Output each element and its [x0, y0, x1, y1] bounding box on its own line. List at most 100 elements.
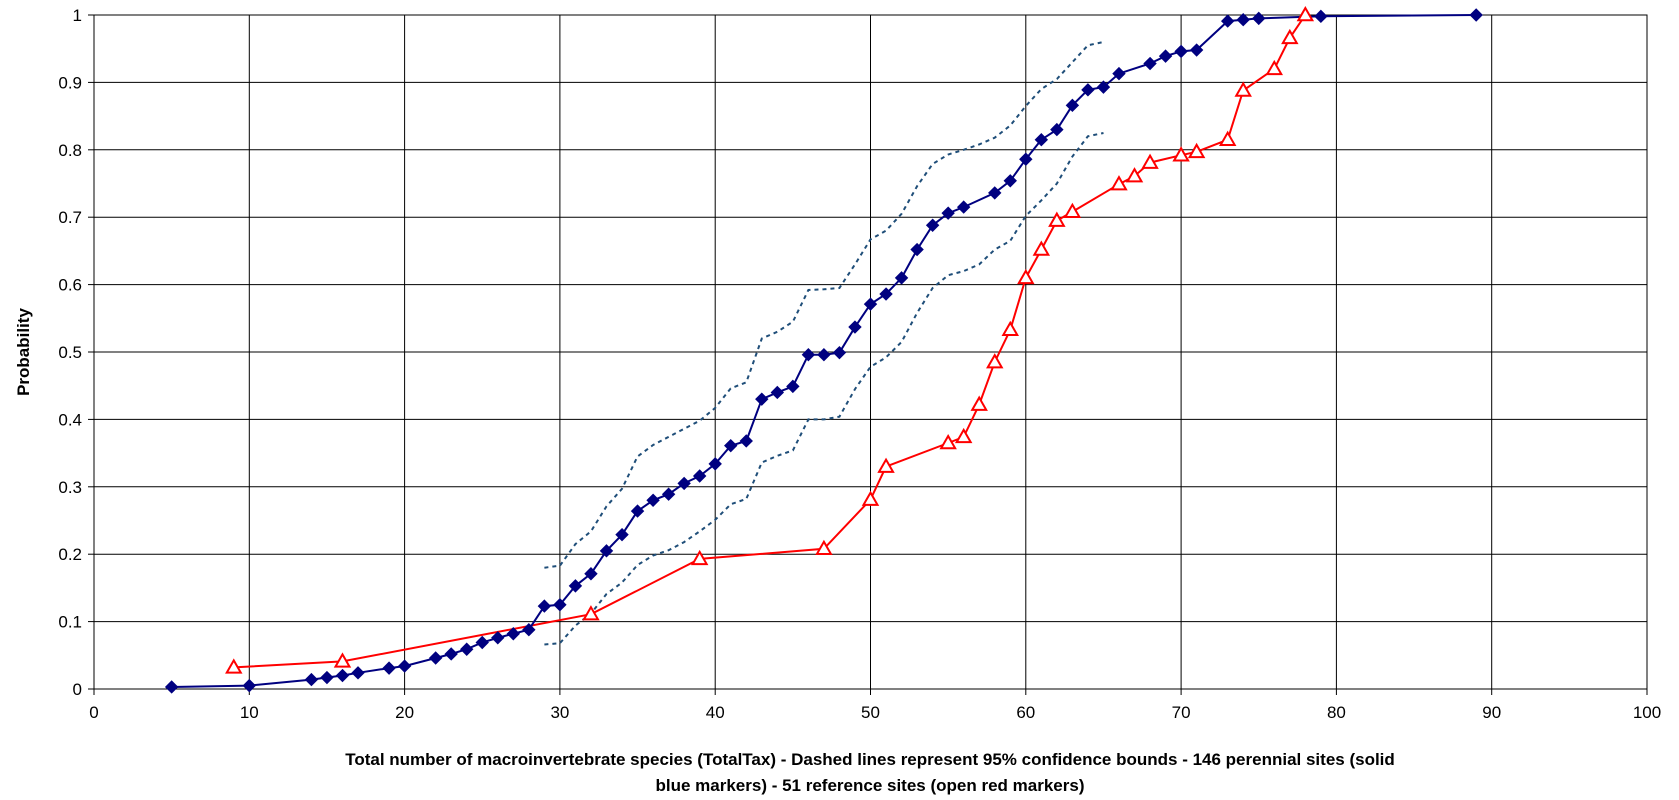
- perennial-site-marker: [506, 627, 521, 641]
- perennial-site-marker: [832, 345, 847, 360]
- perennial-site-marker: [1034, 132, 1049, 147]
- perennial-site-marker: [1003, 174, 1017, 188]
- x-axis-title-line-2: blue markers) - 51 reference sites (open…: [656, 776, 1085, 795]
- reference-site-marker: [861, 490, 880, 506]
- perennial-site-marker: [1096, 80, 1111, 94]
- reference-site-marker: [1001, 320, 1019, 337]
- perennial-site-marker: [1236, 13, 1250, 27]
- perennial-site-marker: [879, 287, 893, 301]
- y-tick-label: 0: [73, 680, 82, 699]
- perennial-site-marker: [1469, 8, 1483, 22]
- perennial-site-marker: [397, 659, 412, 673]
- perennial-site-marker: [910, 242, 924, 257]
- reference-site-marker: [225, 658, 243, 674]
- reference-site-marker: [1218, 130, 1237, 146]
- perennial-site-marker: [786, 379, 800, 394]
- x-tick-label: 40: [706, 703, 725, 722]
- perennial-site-marker: [817, 347, 831, 362]
- reference-site-marker: [1281, 28, 1299, 45]
- perennial-site-marker: [1081, 83, 1095, 97]
- reference-site-marker: [1265, 59, 1284, 76]
- x-tick-label: 80: [1327, 703, 1346, 722]
- perennial-site-marker: [677, 476, 691, 491]
- perennial-site-marker: [1112, 66, 1126, 81]
- reference-site-marker: [1017, 268, 1035, 285]
- reference-site-marker: [1125, 167, 1144, 183]
- x-axis-title-line-1: Total number of macroinvertebrate specie…: [345, 750, 1395, 769]
- perennial-site-marker: [646, 493, 660, 507]
- perennial-site-marker: [382, 661, 396, 675]
- perennial-site-marker: [941, 206, 955, 220]
- x-tick-label: 20: [395, 703, 414, 722]
- x-tick-label: 30: [550, 703, 569, 722]
- y-tick-label: 0.2: [58, 545, 82, 564]
- perennial-site-marker: [553, 598, 567, 612]
- reference-site-marker: [1234, 81, 1252, 97]
- x-tick-label: 0: [89, 703, 98, 722]
- reference-site-marker: [333, 652, 352, 668]
- reference-site-marker: [1063, 202, 1082, 219]
- reference-site-marker: [815, 539, 833, 556]
- perennial-site-marker: [770, 385, 785, 400]
- perennial-site-marker: [615, 527, 629, 542]
- reference-site-marker: [970, 395, 988, 411]
- reference-site-marker: [939, 433, 957, 450]
- perennial-site-marker: [164, 680, 179, 694]
- x-tick-label: 60: [1016, 703, 1035, 722]
- reference-site-marker: [690, 549, 709, 566]
- perennial-site-marker: [599, 544, 614, 558]
- x-tick-label: 70: [1172, 703, 1191, 722]
- perennial-site-marker: [739, 434, 753, 448]
- x-tick-label: 90: [1482, 703, 1501, 722]
- gridlines: [93, 14, 1648, 690]
- perennial-site-marker: [894, 271, 909, 285]
- perennial-site-marker: [304, 672, 319, 687]
- perennial-site-marker: [956, 200, 971, 214]
- perennial-site-marker: [320, 670, 334, 685]
- reference-site-marker: [1141, 153, 1159, 169]
- perennial-site-marker: [335, 668, 350, 683]
- y-tick-label: 0.4: [58, 410, 82, 429]
- perennial-site-marker: [475, 635, 489, 650]
- perennial-site-marker: [1019, 152, 1033, 166]
- perennial-site-marker: [242, 678, 257, 693]
- perennial-site-marker: [1050, 122, 1064, 137]
- reference-site-marker: [1032, 240, 1051, 256]
- x-axis-ticks: 0 10 20 30 40 50 60 70 80 90 100: [89, 689, 1661, 722]
- perennial-site-marker: [925, 218, 940, 232]
- perennial-site-marker: [1252, 11, 1266, 26]
- perennial-site-marker: [848, 320, 862, 334]
- y-axis-ticks: 0 0.1 0.2 0.3 0.4 0.5 0.6 0.7 0.8 0.9 1: [58, 6, 94, 699]
- y-tick-label: 0.7: [58, 208, 82, 227]
- reference-site-marker: [1172, 146, 1190, 162]
- perennial-site-marker: [863, 297, 878, 311]
- y-axis-title: Probability: [14, 308, 33, 396]
- perennial-site-marker: [1158, 49, 1173, 63]
- reference-site-marker: [1048, 211, 1066, 227]
- reference-site-marker: [1110, 175, 1128, 191]
- reference-site-marker: [954, 427, 973, 444]
- perennial-site-marker: [537, 599, 552, 613]
- perennial-site-marker: [988, 186, 1002, 200]
- lower-bound-line: [544, 132, 1104, 646]
- perennial-site-marker: [755, 392, 769, 406]
- perennial-site-marker: [428, 651, 443, 665]
- perennial-site-marker: [1189, 43, 1204, 57]
- perennial-site-marker: [491, 631, 505, 645]
- perennial-site-marker: [568, 579, 583, 593]
- y-tick-label: 1: [73, 6, 82, 25]
- reference-site-marker: [1296, 5, 1315, 22]
- y-tick-label: 0.8: [58, 141, 82, 160]
- y-tick-label: 0.5: [58, 343, 82, 362]
- reference-site-marker: [582, 605, 600, 621]
- perennial-site-marker: [692, 469, 707, 483]
- perennial-site-marker: [351, 666, 365, 680]
- perennial-site-marker: [1220, 14, 1235, 28]
- plot-area: 0 10 20 30 40 50 60 70 80 90 100 00.10.20.30.40.50…: [58, 5, 1661, 722]
- series: [164, 5, 1483, 694]
- perennial-site-marker: [724, 438, 738, 453]
- reference-site-marker: [986, 353, 1004, 369]
- y-tick-label: 0.9: [58, 73, 82, 92]
- perennial-site-marker: [1143, 56, 1157, 71]
